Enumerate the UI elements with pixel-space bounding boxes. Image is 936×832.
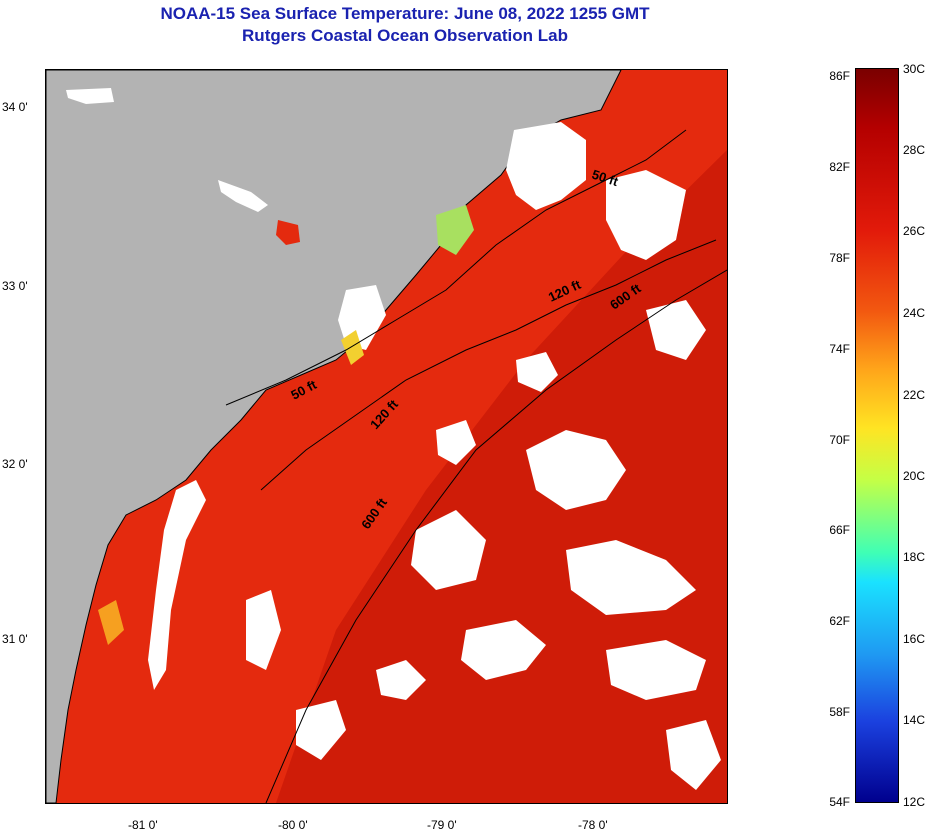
- contour-label: 50 ft: [288, 377, 319, 403]
- colorbar-f-label: 62F: [829, 614, 850, 628]
- cloud-strip: [148, 480, 206, 690]
- cloud-patch: [666, 720, 721, 790]
- lon-label: -78 0': [578, 818, 608, 832]
- lon-label: -80 0': [278, 818, 308, 832]
- temperature-colorbar: [855, 68, 899, 803]
- inland-lake: [276, 220, 300, 245]
- contour-label: 600 ft: [358, 495, 390, 532]
- colorbar-f-label: 70F: [829, 433, 850, 447]
- cloud-patch: [461, 620, 546, 680]
- cloud-patch: [606, 640, 706, 700]
- contour-50ft: [225, 129, 687, 406]
- lat-label: 34 0': [2, 100, 28, 114]
- cloud-patch: [526, 430, 626, 510]
- contour-120ft: [260, 239, 717, 491]
- colorbar-f-label: 74F: [829, 342, 850, 356]
- colorbar-c-label: 16C: [903, 632, 926, 646]
- cloud-patch: [516, 352, 558, 392]
- colorbar-c-label: 20C: [903, 469, 926, 483]
- cloud-patch: [506, 122, 586, 210]
- colorbar-c-label: 26C: [903, 224, 926, 238]
- colorbar-c-label: 12C: [903, 795, 926, 809]
- contour-label: 120 ft: [367, 396, 401, 432]
- lat-label: 33 0': [2, 279, 28, 293]
- cloud-patch: [436, 420, 476, 465]
- cool-patch: [341, 330, 364, 365]
- lon-label: -81 0': [128, 818, 158, 832]
- contour-600ft: [265, 269, 727, 803]
- colorbar-c-label: 18C: [903, 550, 926, 564]
- offshore-warm-band: [276, 150, 727, 803]
- lat-label: 31 0': [2, 632, 28, 646]
- cool-patch: [436, 205, 474, 255]
- cloud-strip: [606, 170, 686, 260]
- cloud-patch: [566, 540, 696, 615]
- colorbar-f-label: 86F: [829, 69, 850, 83]
- colorbar-f-label: 82F: [829, 160, 850, 174]
- cloud-patch: [246, 590, 281, 670]
- lon-label: -79 0': [427, 818, 457, 832]
- colorbar-f-label: 54F: [829, 795, 850, 809]
- inland-lake: [66, 88, 114, 104]
- colorbar-c-label: 14C: [903, 713, 926, 727]
- colorbar-c-label: 30C: [903, 62, 926, 76]
- colorbar-f-label: 58F: [829, 705, 850, 719]
- cool-patch: [98, 600, 124, 645]
- colorbar-c-label: 22C: [903, 388, 926, 402]
- map-subtitle: Rutgers Coastal Ocean Observation Lab: [242, 26, 568, 45]
- colorbar-c-label: 24C: [903, 306, 926, 320]
- sst-map: 50 ft 50 ft 120 ft 120 ft 600 ft 600 ft: [45, 69, 728, 804]
- lat-label: 32 0': [2, 457, 28, 471]
- map-title: NOAA-15 Sea Surface Temperature: June 08…: [160, 4, 650, 23]
- inland-lake: [218, 180, 268, 212]
- sst-map-canvas: 50 ft 50 ft 120 ft 120 ft 600 ft 600 ft: [46, 70, 727, 803]
- colorbar-f-label: 66F: [829, 523, 850, 537]
- cloud-patch: [376, 660, 426, 700]
- cloud-patch: [296, 700, 346, 760]
- colorbar-c-label: 28C: [903, 143, 926, 157]
- cloud-patch: [411, 510, 486, 590]
- colorbar-f-label: 78F: [829, 251, 850, 265]
- cloud-patch: [646, 300, 706, 360]
